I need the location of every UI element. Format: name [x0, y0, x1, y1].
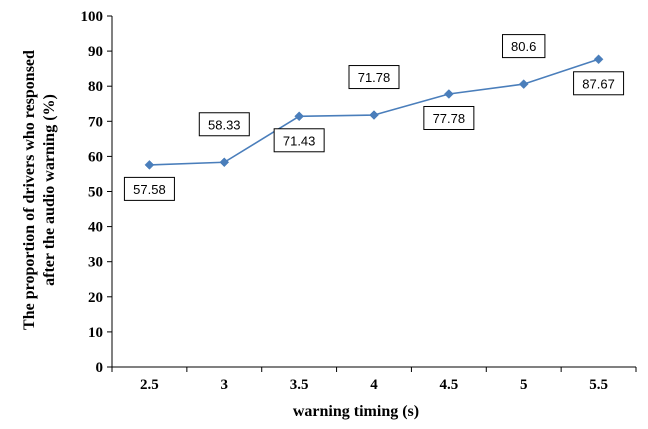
x-tick-label: 3: [221, 377, 229, 393]
y-tick-label: 40: [88, 220, 103, 236]
y-tick-label: 100: [81, 9, 104, 25]
y-tick-label: 10: [88, 325, 103, 341]
x-tick-label: 4: [370, 377, 378, 393]
y-tick-label: 0: [96, 360, 104, 376]
y-axis-title: The proportion of drivers who responsed …: [21, 50, 58, 330]
data-label-box: [423, 105, 475, 130]
data-point: [294, 111, 304, 122]
y-axis-title-line-2: after the audio warning (%): [41, 94, 58, 286]
x-tick-label: 5: [520, 377, 528, 393]
data-label-box: [502, 34, 546, 59]
data-point: [369, 110, 379, 120]
data-label-box: [273, 128, 325, 153]
y-tick-label: 20: [88, 290, 103, 306]
data-label-box: [573, 71, 625, 96]
data-label: 57.58: [133, 182, 166, 197]
x-tick-label: 4.5: [439, 377, 458, 393]
y-tick-label: 60: [88, 149, 103, 165]
y-tick-label: 90: [88, 44, 103, 60]
data-label-box: [198, 112, 250, 137]
data-label: 71.43: [283, 133, 316, 148]
data-label-box: [348, 65, 400, 90]
y-tick-label: 30: [88, 255, 103, 271]
data-point: [444, 89, 454, 99]
x-tick-label: 3.5: [290, 377, 309, 393]
data-label: 71.78: [358, 70, 391, 85]
y-tick-label: 50: [88, 185, 103, 201]
data-label: 77.78: [433, 111, 466, 126]
x-tick-label: 2.5: [140, 377, 159, 393]
data-label: 87.67: [582, 76, 615, 91]
data-point: [219, 157, 230, 168]
x-axis-title: warning timing (s): [293, 403, 419, 420]
data-label: 80.6: [511, 39, 536, 54]
data-point: [144, 160, 155, 170]
data-point: [518, 79, 529, 89]
x-tick-label: 5.5: [589, 377, 608, 393]
plot-area: 0 10 20 30 40 50 60 70 80 90 100 2.5 3 3.5 4 4.5 5 5.5 57.…: [81, 9, 637, 393]
data-label: 58.33: [208, 117, 241, 132]
y-axis-title-line-1: The proportion of drivers who responsed: [21, 50, 38, 330]
y-tick-label: 80: [88, 79, 103, 95]
y-tick-label: 70: [88, 114, 103, 130]
data-label-box: [123, 176, 175, 201]
data-point: [593, 54, 604, 65]
